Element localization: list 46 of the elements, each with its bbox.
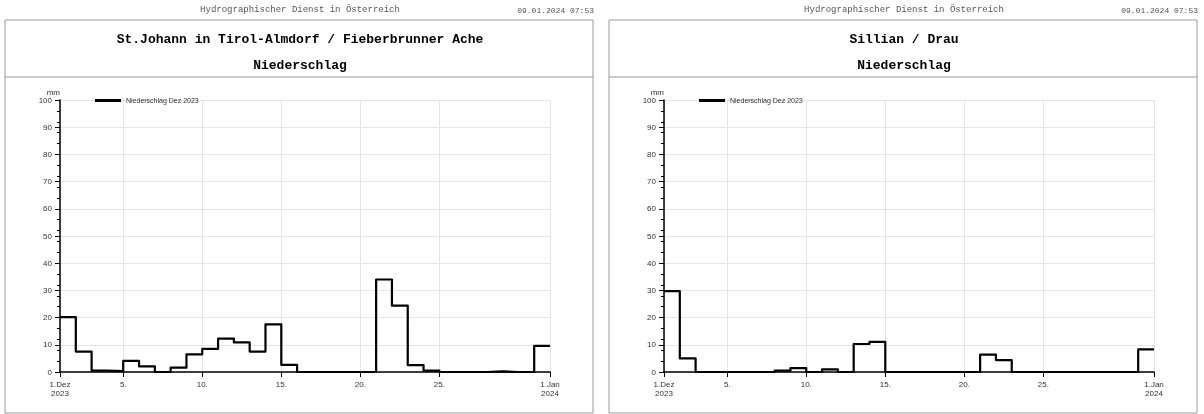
x-tick-label: 15. (879, 380, 891, 389)
y-tick-label: 90 (647, 122, 657, 132)
chart-title: Sillian / Drau (849, 32, 959, 47)
y-tick-label: 50 (647, 231, 657, 241)
y-tick-label: 60 (43, 204, 53, 214)
x-tick-label: 5. (119, 380, 127, 389)
y-tick-label: 60 (647, 204, 657, 214)
y-tick-label: 0 (651, 367, 657, 377)
y-tick-label: 10 (43, 340, 53, 350)
chart-title: St.Johann in Tirol-Almdorf / Fieberbrunner Ache (116, 32, 484, 47)
x-tick-label: 20. (354, 380, 366, 389)
y-tick-label: 70 (647, 177, 657, 187)
y-tick-label: 20 (43, 313, 53, 323)
y-tick-label: 90 (43, 122, 53, 132)
x-tick-label: 15. (275, 380, 287, 389)
x-tick-label: 25. (1037, 380, 1049, 389)
y-tick-label: 30 (647, 285, 657, 295)
x-tick-label: 1.Jan 2024 (540, 380, 560, 398)
y-tick-label: 30 (43, 285, 53, 295)
y-tick-label: 70 (43, 177, 53, 187)
y-tick-label: 10 (647, 340, 657, 350)
text: Hydrographischer Dienst in Österreich (804, 3, 1004, 15)
x-tick-label: 10. (196, 380, 208, 389)
x-tick-label: 5. (723, 380, 731, 389)
x-tick-label: 20. (958, 380, 970, 389)
y-tick-label: 0 (47, 367, 53, 377)
chart-subtitle: Niederschlag (857, 58, 951, 73)
text: 09.01.2024 07:53 (517, 5, 595, 15)
y-axis-title: mm (46, 87, 61, 97)
y-tick-label: 80 (647, 149, 657, 159)
x-tick-label: 1.Dez 2023 (49, 380, 71, 398)
chart-subtitle: Niederschlag (253, 58, 347, 73)
x-tick-label: 1.Jan 2024 (1144, 380, 1164, 398)
x-tick-label: 25. (433, 380, 445, 389)
y-tick-label: 40 (43, 258, 53, 268)
y-tick-label: 80 (43, 149, 53, 159)
y-tick-label: 40 (647, 258, 657, 268)
x-tick-label: 10. (800, 380, 812, 389)
y-axis-title: mm (650, 87, 665, 97)
y-tick-label: 20 (647, 313, 657, 323)
text: Hydrographischer Dienst in Österreich (200, 3, 400, 15)
y-tick-label: 100 (642, 95, 657, 105)
y-tick-label: 100 (38, 95, 53, 105)
text: 09.01.2024 07:53 (1121, 5, 1199, 15)
x-tick-label: 1.Dez 2023 (653, 380, 675, 398)
y-tick-label: 50 (43, 231, 53, 241)
